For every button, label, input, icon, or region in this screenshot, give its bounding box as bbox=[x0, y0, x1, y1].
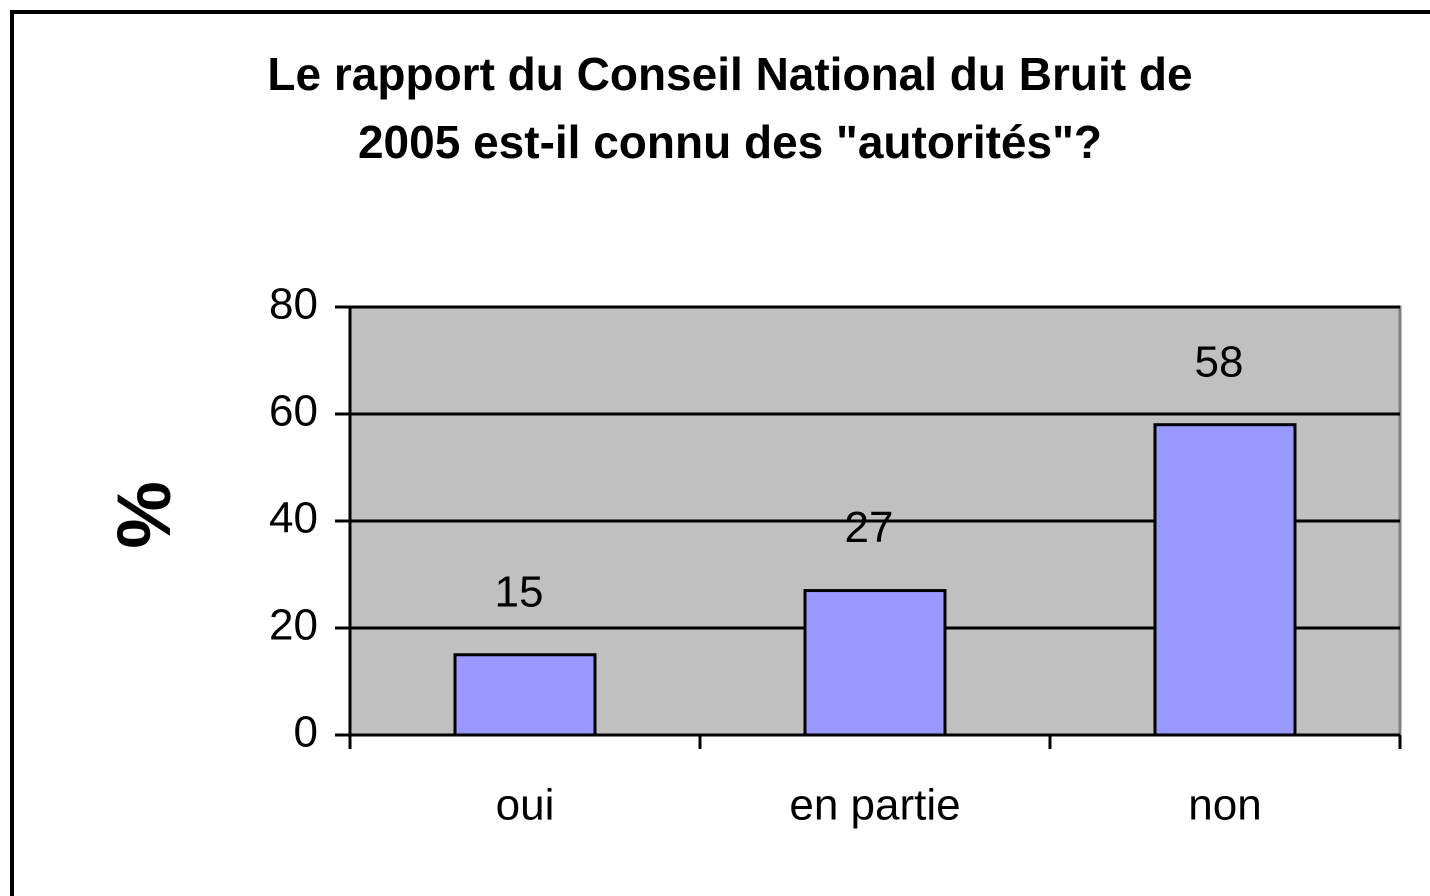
data-label: 27 bbox=[845, 503, 894, 552]
y-tick-label: 40 bbox=[269, 494, 318, 543]
y-tick-label: 80 bbox=[269, 280, 318, 329]
x-tick-label: non bbox=[1188, 781, 1261, 830]
data-label: 15 bbox=[495, 567, 544, 616]
bar bbox=[1153, 423, 1297, 737]
x-tick-label: oui bbox=[496, 781, 555, 830]
x-tick-label: en partie bbox=[789, 781, 960, 830]
y-tick-label: 60 bbox=[269, 387, 318, 436]
chart-title: 2005 est-il connu des "autorités"? bbox=[358, 116, 1102, 168]
y-tick-label: 0 bbox=[294, 708, 318, 757]
y-axis-label: % bbox=[102, 481, 187, 549]
chart-title: Le rapport du Conseil National du Bruit … bbox=[267, 48, 1192, 100]
chart-frame bbox=[10, 10, 1430, 896]
bar bbox=[453, 653, 597, 737]
bar bbox=[803, 589, 947, 737]
y-tick-label: 20 bbox=[269, 601, 318, 650]
data-label: 58 bbox=[1195, 337, 1244, 386]
